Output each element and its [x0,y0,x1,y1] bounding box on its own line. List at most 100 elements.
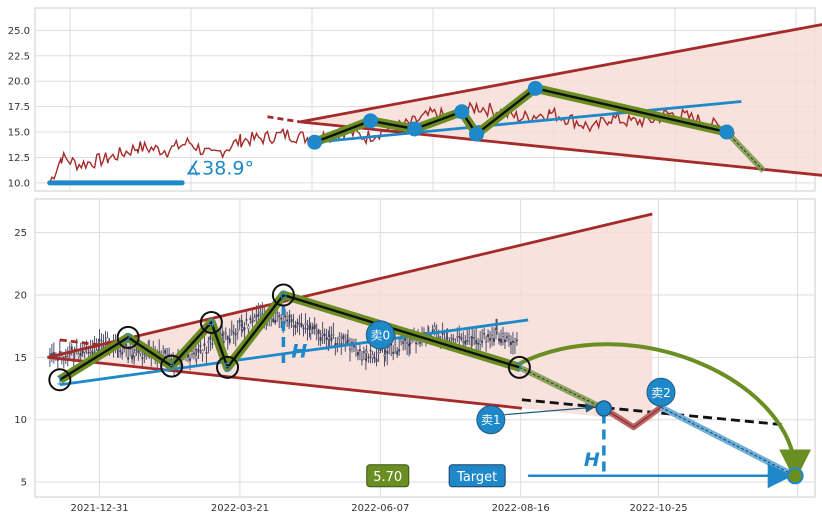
candle-body [274,320,277,323]
candle-body [330,337,333,342]
candle-body [396,351,399,355]
candle-body [143,353,146,356]
candle-body [502,333,504,337]
candle-body [409,342,412,345]
candle-body [70,346,73,351]
candle-body [135,349,138,351]
candle-body [475,340,478,344]
pattern-point: 3 [160,354,184,378]
candle-body [77,353,80,358]
candle-body [259,311,262,314]
candle-body [125,343,128,346]
candle-body [336,343,339,345]
candle-body [232,332,235,334]
candle-body [304,323,307,325]
candle-body [431,329,434,332]
candle-body [433,326,436,330]
pattern-point-ring [116,325,140,349]
candle-body [481,340,484,343]
sell1-connector [504,403,596,416]
candle-body [52,352,55,355]
swing-point-marker [454,104,470,120]
swing-point-marker [469,126,485,142]
candle-body [222,341,225,343]
candle-body [221,333,224,336]
candle-body [462,341,465,343]
candle-body [137,350,140,353]
candle-body [419,342,421,344]
candle-body [388,346,391,349]
bottom-zigzag-black [59,293,520,381]
candle-body [392,351,395,354]
candle-body [491,334,494,339]
candle-body [367,356,370,359]
pattern-point-label: 6 [280,289,288,303]
candle-body [319,336,322,342]
candle-body [496,329,498,332]
candle-body [245,319,248,321]
candle-body [139,350,142,354]
top-y-tick-label: 25.0 [8,26,30,37]
candle-body [373,357,376,359]
bottom-upper-dash [59,338,100,347]
sell-label: 卖1 [476,405,506,435]
top-trend-line [314,100,742,144]
candle-body [238,319,241,323]
candle-body [402,341,405,344]
candle-body [226,336,229,340]
candle-body [290,318,293,323]
angle-label: ∡38.9° [185,158,254,180]
candle-body [141,357,144,360]
candle-body [362,351,365,353]
candle-body [309,329,312,334]
top-y-tick-label: 15.0 [8,128,30,139]
candle-body [485,340,488,343]
pattern-point: 4 [199,310,223,334]
pattern-point-label: 3 [168,360,176,374]
candle-body [230,330,233,333]
candle-body [234,333,237,336]
candle-body [89,350,92,353]
candle-body [487,334,490,337]
candle-body [292,325,295,327]
candle-body [415,342,418,345]
top-y-tick-label: 22.5 [8,51,30,62]
candle-body [119,350,122,352]
pattern-point-label: 1 [56,373,64,387]
pattern-point: 6 [271,283,295,307]
candle-body [64,355,67,358]
candle-body [511,340,514,343]
candle-body [452,338,455,341]
candle-body [508,335,510,340]
pattern-point-ring [199,310,223,334]
candle-body [466,339,469,342]
candle-body [509,341,512,345]
sell-label-bubble [476,405,506,435]
breakdown-marker [595,400,613,417]
candle-body [506,336,508,339]
pattern-point-ring [507,355,531,379]
bottom-y-tick-label: 20 [14,291,27,302]
candle-body [87,352,90,354]
bottom-y-tick-label: 25 [14,228,27,239]
candle-body [458,336,461,338]
bottom-lower-line [47,355,523,410]
top-upper-dash [267,115,301,124]
candle-body [323,333,326,337]
bottom-upper-line [47,212,653,359]
candle-body [251,320,254,323]
candle-body [294,325,297,328]
candle-body [464,340,467,345]
candle-body [79,353,82,357]
pattern-point: 1 [48,368,72,392]
bottom-y-tick-label: 10 [14,415,27,426]
candle-body [249,318,252,320]
candle-body [286,319,289,322]
projection-arc [518,342,812,482]
bottom-x-tick-label: 2022-08-16 [492,503,550,514]
bottom-trend-line [59,318,529,387]
candle-body [369,349,372,352]
candle-body [121,352,124,355]
